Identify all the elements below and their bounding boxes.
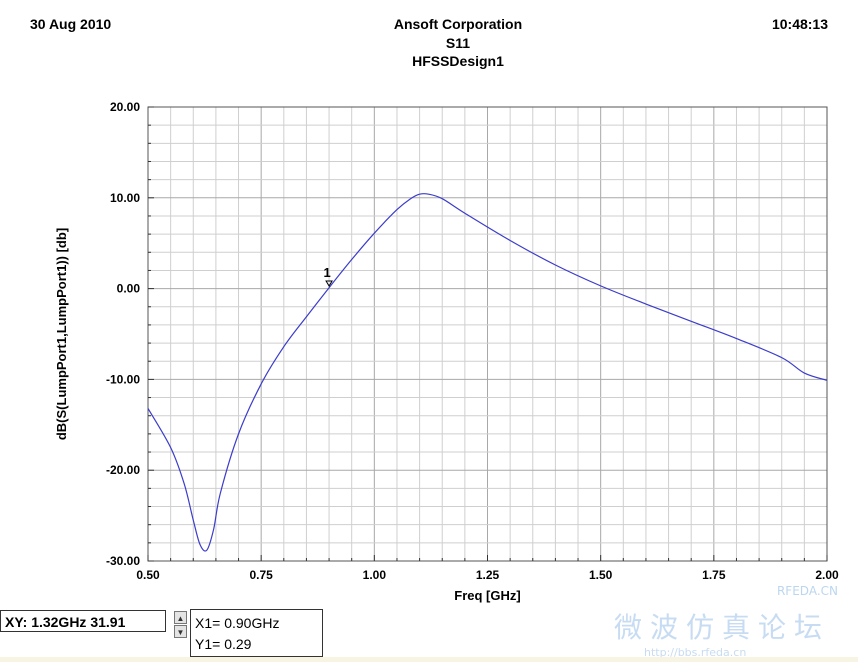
x-axis-label: Freq [GHz] — [454, 588, 520, 603]
y-tick-label: 10.00 — [110, 191, 140, 205]
x-tick-label: 2.00 — [815, 568, 839, 582]
triangle-down-icon[interactable]: ▼ — [174, 625, 187, 638]
y-tick-label: 20.00 — [110, 100, 140, 114]
x-tick-label: 0.50 — [136, 568, 160, 582]
marker-x-value: X1= 0.90GHz — [195, 615, 280, 631]
y-tick-label: -20.00 — [106, 463, 140, 477]
design-name: HFSSDesign1 — [412, 53, 504, 69]
series-line — [147, 193, 828, 552]
y-tick-label: -10.00 — [106, 372, 140, 386]
xy-readout: XY: 1.32GHz 31.91 — [0, 610, 166, 632]
x-tick-label: 1.00 — [363, 568, 387, 582]
x-tick-label: 0.75 — [249, 568, 273, 582]
marker-triangle — [325, 280, 333, 287]
company-name: Ansoft Corporation — [393, 16, 523, 32]
chart-title: S11 — [445, 35, 471, 51]
marker-y-value: Y1= 0.29 — [195, 636, 252, 652]
bottom-strip — [0, 657, 858, 662]
marker-spinner[interactable]: ▲ ▼ — [174, 611, 188, 641]
y-tick-label: 0.00 — [117, 282, 141, 296]
x-tick-label: 1.75 — [702, 568, 726, 582]
marker-readout: X1= 0.90GHz Y1= 0.29 — [190, 609, 323, 657]
report-date: 30 Aug 2010 — [30, 16, 112, 32]
x-tick-label: 1.50 — [589, 568, 613, 582]
x-tick-label: 1.25 — [476, 568, 500, 582]
report-time: 10:48:13 — [771, 16, 828, 32]
triangle-up-icon[interactable]: ▲ — [174, 611, 187, 624]
chart-plot[interactable]: 20.00 10.00 0.00 -10.00 -20.00 -30.000.50 0.75… — [0, 0, 858, 610]
marker-label: 1 — [323, 265, 330, 280]
status-bar: XY: 1.32GHz 31.91 ▲ ▼ X1= 0.90GHz Y1= 0.… — [0, 609, 858, 662]
y-tick-label: -30.00 — [106, 554, 140, 568]
y-axis-label: dB(S(LumpPort1,LumpPort1)) [db] — [54, 228, 69, 440]
